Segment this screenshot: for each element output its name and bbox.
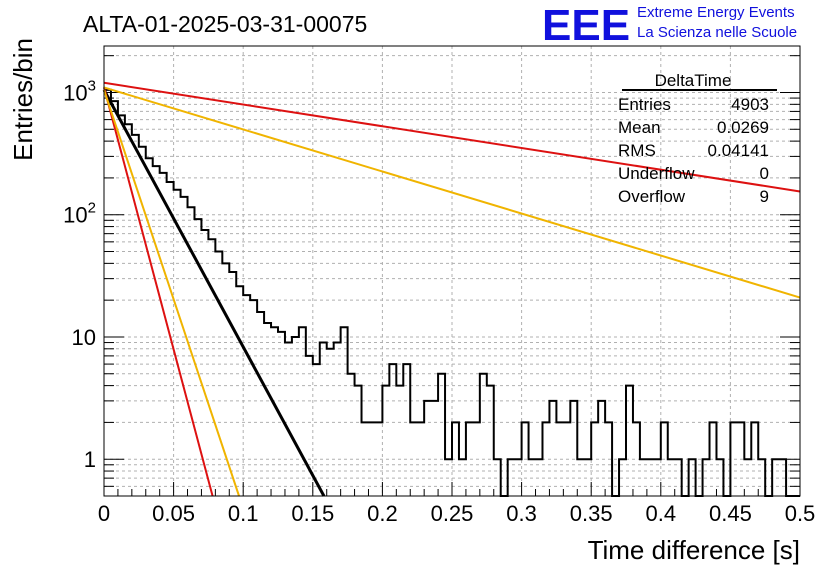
stats-entries-label: Entries [618, 95, 671, 114]
stats-box: DeltaTime Entries 4903 Mean 0.0269 RMS 0… [618, 71, 777, 206]
histogram [104, 88, 800, 497]
x-tick-label: 0.25 [431, 501, 474, 526]
stats-overflow-label: Overflow [618, 187, 686, 206]
x-tick-label: 0.05 [152, 501, 195, 526]
x-tick-label: 0 [98, 501, 110, 526]
y-tick-labels: 1 10 102 103 [63, 77, 96, 472]
plot-frame [103, 45, 801, 497]
stats-underflow-label: Underflow [618, 164, 695, 183]
stats-rms-value: 0.04141 [708, 141, 769, 160]
y-tick-label: 1 [84, 447, 96, 472]
stats-underflow-value: 0 [760, 164, 769, 183]
eee-logo: EEE Extreme Energy Events La Scienza nel… [542, 1, 797, 50]
x-tick-label: 0.5 [785, 501, 816, 526]
histogram-outline [104, 88, 800, 497]
fit-line [102, 89, 326, 497]
fit-line [103, 89, 240, 497]
logo-line-1: Extreme Energy Events [637, 4, 795, 21]
x-tick-label: 0.1 [228, 501, 259, 526]
axis-ticks [103, 55, 801, 497]
stats-title: DeltaTime [655, 71, 732, 90]
fit-line [103, 87, 214, 497]
fit-lines [102, 81, 801, 497]
x-axis-title: Time difference [s] [588, 535, 800, 565]
x-tick-label: 0.3 [506, 501, 537, 526]
y-tick-label: 10 [72, 325, 96, 350]
grid [103, 46, 801, 497]
y-tick-label: 103 [63, 77, 96, 105]
x-tick-label: 0.4 [646, 501, 677, 526]
logo-line-2: La Scienza nelle Scuole [637, 24, 797, 41]
y-axis-title: Entries/bin [8, 38, 38, 161]
logo-mark: EEE [542, 1, 630, 50]
x-tick-labels: 0 0.05 0.1 0.15 0.2 0.25 0.3 0.35 0.4 0.45 0.5 [98, 501, 815, 526]
fit-line [103, 86, 801, 299]
x-tick-label: 0.15 [291, 501, 334, 526]
x-tick-label: 0.35 [570, 501, 613, 526]
x-tick-label: 0.2 [367, 501, 398, 526]
stats-rms-label: RMS [618, 141, 656, 160]
y-tick-label: 102 [63, 200, 96, 228]
x-tick-label: 0.45 [709, 501, 752, 526]
stats-mean-value: 0.0269 [717, 118, 769, 137]
chart-title: ALTA-01-2025-03-31-00075 [83, 11, 367, 37]
fit-line [103, 81, 801, 193]
stats-mean-label: Mean [618, 118, 661, 137]
stats-entries-value: 4903 [731, 95, 769, 114]
stats-overflow-value: 9 [760, 187, 769, 206]
